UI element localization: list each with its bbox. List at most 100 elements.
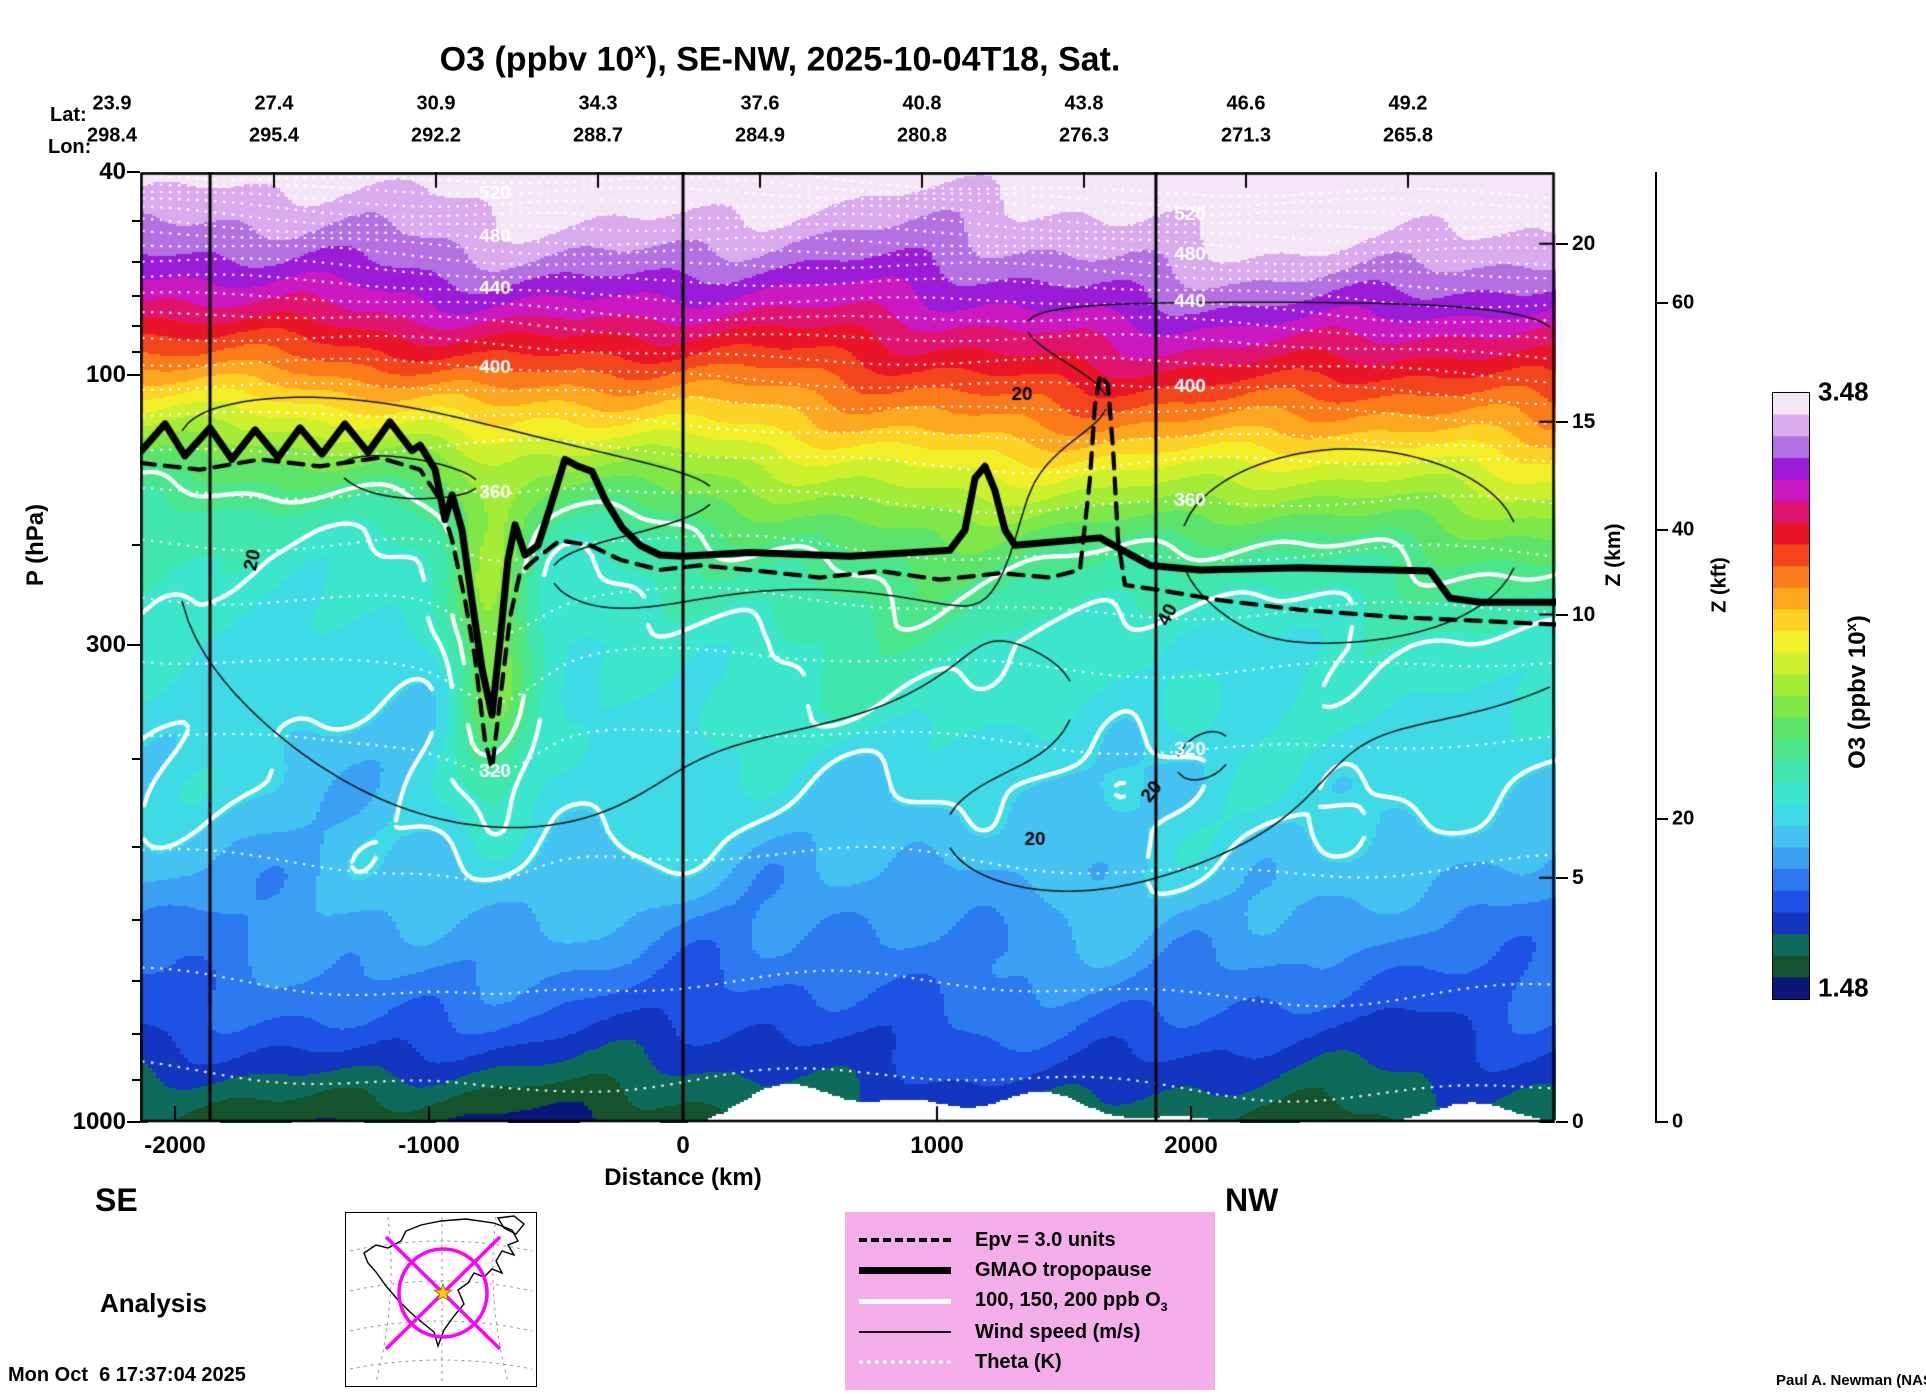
pressure-tick-mark — [127, 1121, 140, 1123]
z-km-tick-mark — [1556, 242, 1568, 245]
z-kft-axis-label: Z (kft) — [1708, 557, 1731, 613]
lat-value: 27.4 — [254, 92, 294, 115]
colorbar-min-label: 1.48 — [1818, 972, 1869, 1003]
colorbar-canvas — [1772, 392, 1810, 1000]
pressure-minor-tick — [132, 294, 140, 297]
lon-value: 292.2 — [410, 124, 462, 147]
pressure-minor-tick — [132, 544, 140, 547]
lat-value: 23.9 — [92, 92, 132, 115]
z-km-tick-label: 0 — [1572, 1110, 1584, 1133]
legend-item-label: Wind speed (m/s) — [975, 1320, 1141, 1343]
lat-value: 46.6 — [1226, 92, 1266, 115]
z-kft-tick-mark — [1657, 817, 1668, 820]
pressure-minor-tick — [132, 324, 140, 327]
pressure-minor-tick — [132, 220, 140, 223]
map-graticule — [349, 1216, 533, 1383]
legend-item-label: Theta (K) — [975, 1350, 1062, 1373]
legend-item: Theta (K) — [845, 1351, 1215, 1374]
se-corner-label: SE — [95, 1182, 138, 1218]
z-km-axis-label: Z (km) — [1602, 523, 1625, 587]
lon-value: 284.9 — [734, 124, 786, 147]
lat-value: 40.8 — [902, 92, 942, 115]
z-km-tick-label: 10 — [1572, 602, 1596, 626]
map-location-star — [433, 1282, 453, 1302]
pressure-minor-tick — [132, 350, 140, 353]
pressure-minor-tick — [132, 979, 140, 982]
lat-value: 43.8 — [1064, 92, 1104, 115]
analysis-label: Analysis — [100, 1288, 207, 1318]
distance-tick-label: -1000 — [398, 1132, 460, 1159]
thick-black-legend-symbol — [859, 1266, 951, 1274]
distance-tick-label: 2000 — [1164, 1132, 1218, 1159]
chart-title-prefix: O3 (ppbv 10 — [439, 40, 635, 79]
nw-corner-label: NW — [1225, 1182, 1279, 1218]
legend-item-label: Epv = 3.0 units — [975, 1228, 1116, 1251]
distance-tick-label: 0 — [676, 1132, 690, 1159]
legend-item-label: 100, 150, 200 ppb O3 — [975, 1288, 1168, 1314]
chart-title-suffix: ), SE-NW, 2025-10-04T18, Sat. — [646, 40, 1121, 79]
z-kft-tick-mark — [1657, 529, 1668, 532]
legend-item: 100, 150, 200 ppb O3 — [845, 1289, 1215, 1314]
lon-row-label: Lon: — [48, 136, 92, 158]
pressure-minor-tick — [132, 1079, 140, 1082]
z-km-tick-mark — [1556, 613, 1568, 616]
z-kft-tick-label: 60 — [1672, 291, 1695, 314]
lon-value: 265.8 — [1382, 124, 1434, 147]
pressure-axis-label: P (hPa) — [22, 503, 49, 587]
z-kft-tick-label: 40 — [1672, 518, 1695, 541]
timestamp: Mon Oct 6 17:37:04 2025 — [8, 1364, 246, 1386]
legend-item: GMAO tropopause — [845, 1259, 1215, 1282]
colorbar-axis-label: O3 (ppbv 10x) — [1844, 615, 1871, 769]
z-km-tick-label: 5 — [1572, 865, 1584, 889]
thin-black-legend-symbol — [859, 1331, 951, 1333]
pressure-minor-tick — [132, 260, 140, 263]
legend-box: Epv = 3.0 units GMAO tropopause 100, 150, … — [845, 1212, 1215, 1390]
pressure-tick-mark — [127, 171, 140, 173]
pressure-minor-tick — [132, 757, 140, 760]
lat-value: 30.9 — [416, 92, 456, 115]
z-kft-tick-label: 20 — [1672, 807, 1695, 830]
z-kft-axis-line — [1655, 172, 1657, 1123]
distance-tick-label: -2000 — [144, 1132, 206, 1159]
z-kft-tick-mark — [1657, 302, 1668, 305]
pressure-tick-label: 1000 — [72, 1108, 126, 1135]
z-kft-tick-mark — [1657, 1121, 1668, 1123]
legend-item: Wind speed (m/s) — [845, 1321, 1215, 1344]
z-km-tick-label: 20 — [1572, 231, 1596, 255]
pressure-tick-mark — [127, 374, 140, 376]
lat-value: 49.2 — [1388, 92, 1428, 115]
chart-title-exponent: x — [634, 40, 647, 63]
lon-value: 280.8 — [896, 124, 948, 147]
distance-axis-label: Distance (km) — [604, 1164, 762, 1191]
white-solid-legend-symbol — [859, 1298, 951, 1304]
pressure-minor-tick — [132, 1032, 140, 1035]
cross-section-canvas — [140, 172, 1556, 1123]
distance-tick-label: 1000 — [910, 1132, 964, 1159]
lon-value: 276.3 — [1058, 124, 1110, 147]
credit: Paul A. Newman (NASA — [1776, 1372, 1926, 1389]
z-km-tick-mark — [1556, 420, 1568, 423]
legend-item-label: GMAO tropopause — [975, 1258, 1152, 1281]
lat-value: 37.6 — [740, 92, 780, 115]
lat-value: 34.3 — [578, 92, 618, 115]
pressure-tick-label: 40 — [99, 158, 126, 185]
colorbar-max-label: 3.48 — [1818, 376, 1869, 407]
map-inset — [345, 1212, 537, 1387]
dashed-black-legend-symbol — [859, 1238, 951, 1242]
pressure-tick-label: 300 — [85, 631, 126, 658]
z-km-tick-mark — [1556, 1121, 1568, 1123]
lon-value: 298.4 — [86, 124, 138, 147]
chart-title: O3 (ppbv 10x), SE-NW, 2025-10-04T18, Sat… — [0, 40, 1560, 79]
map-coastline — [363, 1215, 525, 1349]
z-km-tick-label: 15 — [1572, 409, 1596, 433]
pressure-minor-tick — [132, 918, 140, 921]
pressure-minor-tick — [132, 846, 140, 849]
legend-item: Epv = 3.0 units — [845, 1229, 1215, 1252]
lat-row-label: Lat: — [50, 104, 87, 126]
lon-value: 288.7 — [572, 124, 624, 147]
z-km-tick-mark — [1556, 876, 1568, 879]
lon-value: 295.4 — [248, 124, 300, 147]
lon-value: 271.3 — [1220, 124, 1272, 147]
pressure-tick-label: 100 — [85, 361, 126, 388]
